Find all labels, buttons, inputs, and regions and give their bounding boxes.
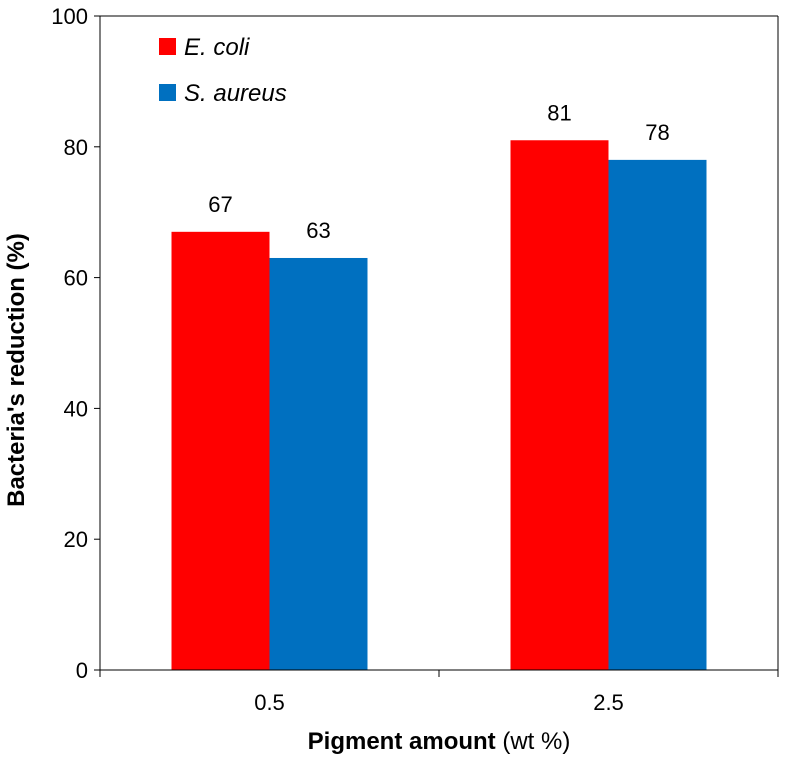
y-tick-label: 60 <box>64 266 88 291</box>
plot-area: 67 81 63 78 <box>100 15 779 670</box>
legend: E. coli S. aureus <box>159 34 287 107</box>
data-label: 67 <box>208 192 232 217</box>
x-axis-label-bold: Pigment amount <box>308 728 496 755</box>
x-tick-label: 0.5 <box>254 690 285 715</box>
y-tick-label: 0 <box>76 658 88 683</box>
y-tick-label: 20 <box>64 527 88 552</box>
legend-label: S. aureus <box>184 80 287 107</box>
y-tick-label: 40 <box>64 396 88 421</box>
bar <box>269 257 368 670</box>
legend-label: E. coli <box>184 34 250 61</box>
data-label: 63 <box>306 218 330 243</box>
data-label: 78 <box>645 120 669 145</box>
legend-swatch <box>159 84 176 101</box>
y-tick-label: 80 <box>64 135 88 160</box>
y-tick-label: 100 <box>51 4 88 29</box>
x-tick-label: 2.5 <box>593 690 624 715</box>
legend-swatch <box>159 38 176 55</box>
data-label: 81 <box>547 100 571 125</box>
bar <box>171 231 270 670</box>
bar <box>510 140 609 670</box>
y-axis-label: Bacteria's reduction (%) <box>3 233 30 507</box>
y-axis: 0 20 40 60 80 100 <box>51 4 101 683</box>
x-axis: 0.5 2.5 <box>99 669 779 715</box>
x-axis-label-units: (wt %) <box>496 728 571 755</box>
bar <box>608 159 707 670</box>
x-axis-label: Pigment amount (wt %) <box>308 728 571 755</box>
